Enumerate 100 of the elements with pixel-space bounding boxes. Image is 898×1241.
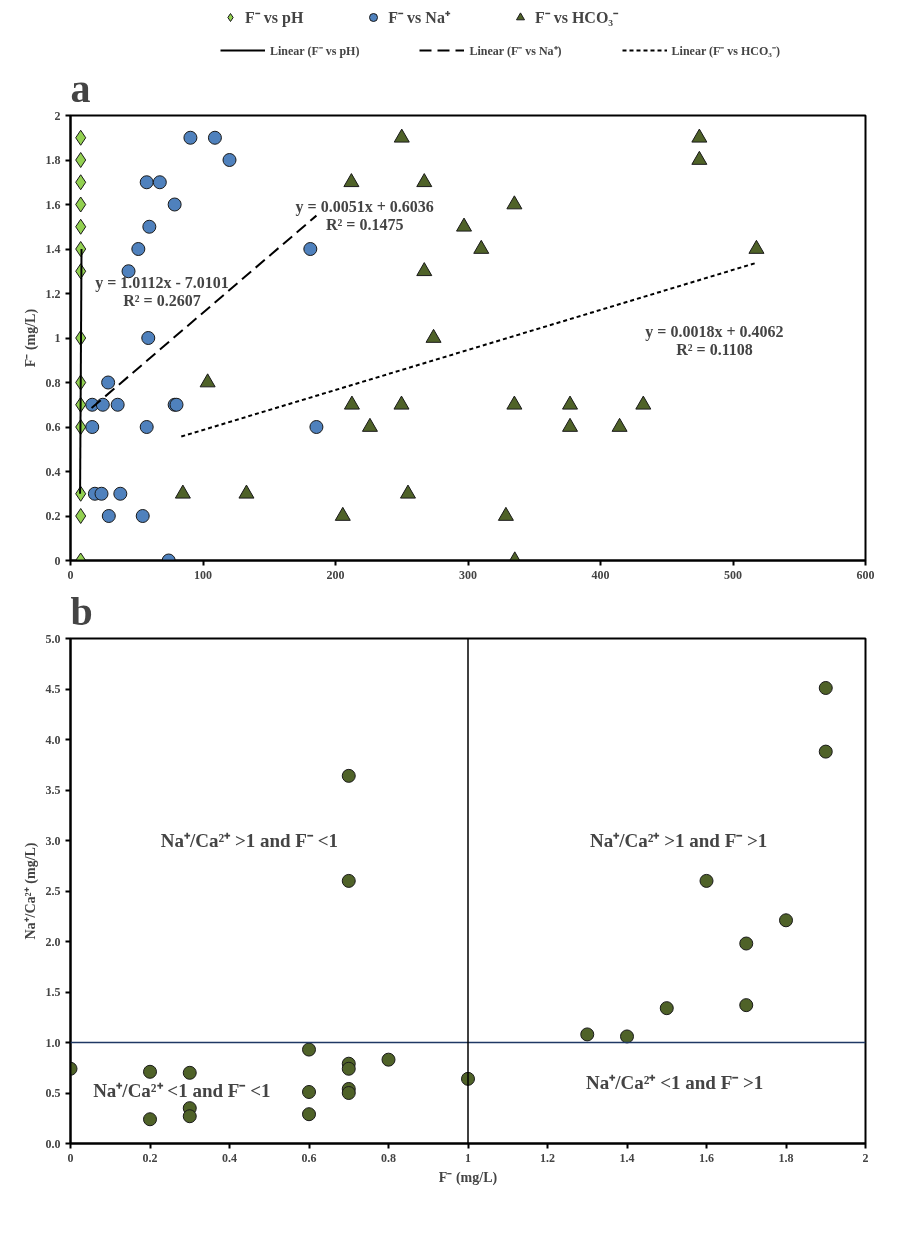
point — [75, 196, 87, 213]
annotation: Na⁺/Ca²⁺ >1 and F⁻ <1 — [160, 830, 339, 851]
point — [143, 1112, 157, 1127]
annotation: Na⁺/Ca²⁺ <1 and F⁻ >1 — [586, 1072, 764, 1094]
point — [341, 768, 356, 783]
point — [497, 506, 514, 521]
point — [222, 153, 237, 167]
point — [562, 395, 579, 410]
point — [416, 262, 433, 277]
y-tick-label: 0.2 — [45, 509, 61, 523]
point — [399, 484, 416, 499]
point — [131, 242, 146, 256]
point — [361, 417, 378, 432]
point — [425, 328, 442, 343]
point — [174, 484, 191, 499]
point — [142, 219, 157, 234]
y-tick-label: 0.4 — [45, 464, 61, 479]
x-tick-label: 600 — [856, 567, 875, 582]
point — [748, 239, 765, 254]
annotation: y = 0.0051x + 0.6036 — [295, 198, 434, 217]
y-tick-label: 2.5 — [45, 884, 61, 898]
x-tick-label: 400 — [591, 567, 610, 582]
point — [580, 1027, 595, 1042]
point — [135, 509, 150, 523]
x-tick-label: 1.2 — [540, 1150, 555, 1165]
point — [75, 152, 87, 168]
x-tick-label: 1 — [465, 1150, 471, 1165]
point — [75, 218, 87, 235]
x-tick-label: 0 — [67, 1150, 74, 1165]
x-tick-label: 0.2 — [142, 1150, 158, 1165]
point — [182, 1065, 197, 1080]
point — [182, 1109, 197, 1124]
y-tick-label: 3.5 — [45, 783, 61, 797]
y-tick-label: 0.8 — [45, 375, 61, 390]
point — [309, 420, 324, 434]
y-axis-title: F⁻ (mg/L) — [22, 308, 39, 368]
y-tick-label: 3.0 — [45, 833, 61, 848]
point — [506, 195, 523, 210]
point — [302, 1107, 316, 1122]
y-tick-label: 0.0 — [45, 1136, 61, 1151]
annotation: y = 1.0112x - 7.0101 — [95, 273, 229, 292]
y-tick-label: 1 — [54, 331, 61, 345]
x-tick-label: 2 — [862, 1150, 869, 1165]
point — [183, 130, 198, 145]
point — [341, 1086, 356, 1100]
point — [611, 417, 628, 432]
point — [167, 197, 182, 212]
chart-title: a — [70, 65, 91, 111]
point — [85, 420, 100, 434]
point — [341, 873, 356, 888]
point — [343, 395, 360, 410]
legend-label: Linear (F⁻ vs HCO₃⁻) — [671, 42, 780, 59]
y-tick-label: 5.0 — [45, 631, 61, 646]
annotation: R² = 0.1475 — [325, 216, 404, 234]
y-tick-label: 1.2 — [45, 286, 61, 301]
point — [75, 129, 87, 146]
annotation: Na⁺/Ca²⁺ >1 and F⁻ >1 — [590, 830, 768, 851]
point — [139, 175, 154, 190]
legend-label: F⁻ vs pH — [245, 8, 304, 28]
point — [341, 1061, 356, 1076]
x-axis-title: F⁻ (mg/L) — [438, 1169, 498, 1186]
point — [343, 173, 360, 188]
point — [393, 395, 410, 410]
y-tick-label: 0 — [54, 553, 61, 568]
point — [207, 130, 222, 145]
point — [95, 397, 110, 412]
chart-title: b — [70, 588, 93, 634]
x-tick-label: 1.6 — [699, 1150, 714, 1165]
legend-label: Linear (F⁻ vs pH) — [270, 42, 360, 59]
y-tick-label: 1.8 — [45, 153, 61, 167]
y-axis-title: Na⁺/Ca²⁺ (mg/L) — [22, 842, 39, 940]
x-tick-label: 1.8 — [778, 1150, 794, 1165]
x-tick-label: 100 — [194, 567, 212, 582]
x-tick-label: 200 — [326, 567, 345, 582]
point — [143, 1064, 157, 1079]
point — [101, 509, 116, 523]
point — [101, 375, 116, 390]
y-tick-label: 1.5 — [45, 985, 61, 999]
point — [506, 395, 523, 410]
x-tick-label: 0.4 — [222, 1150, 237, 1165]
point — [818, 744, 833, 759]
point — [141, 331, 156, 345]
point — [152, 175, 167, 190]
point — [739, 998, 754, 1013]
point — [238, 484, 255, 499]
y-tick-label: 4.0 — [45, 732, 61, 747]
legend-label: Linear (F⁻ vs Na⁺) — [469, 42, 562, 59]
y-tick-label: 4.5 — [45, 682, 61, 696]
y-tick-label: 1.6 — [45, 197, 61, 212]
annotation: R² = 0.2607 — [123, 291, 201, 309]
point — [75, 174, 87, 191]
point — [75, 508, 87, 524]
point — [113, 486, 128, 501]
point — [199, 373, 216, 388]
point — [659, 1001, 674, 1016]
x-tick-label: 0.6 — [301, 1150, 317, 1165]
y-tick-label: 0.6 — [45, 420, 61, 434]
annotation: Na⁺/Ca²⁺ <1 and F⁻ <1 — [93, 1080, 271, 1102]
point — [691, 150, 708, 165]
annotation: R² = 0.1108 — [676, 340, 753, 358]
